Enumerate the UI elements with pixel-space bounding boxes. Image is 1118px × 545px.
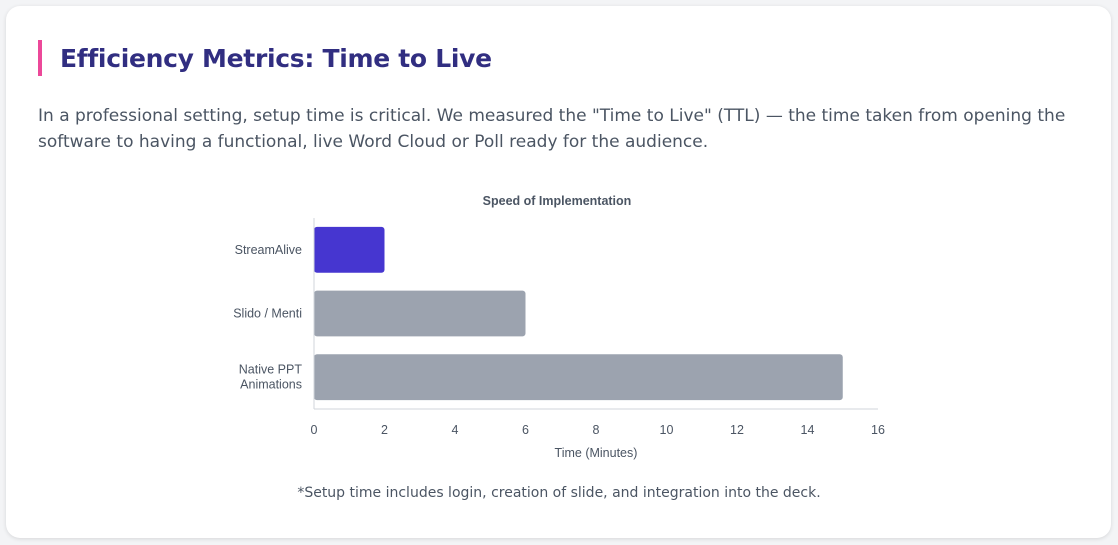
category-label: Native PPT Animations bbox=[239, 363, 303, 392]
bar bbox=[314, 290, 526, 337]
x-tick-label: 4 bbox=[452, 423, 459, 437]
x-tick-label: 6 bbox=[522, 423, 529, 437]
x-tick-label: 2 bbox=[381, 423, 388, 437]
footnote: *Setup time includes login, creation of … bbox=[297, 485, 821, 501]
x-tick-label: 10 bbox=[660, 423, 674, 437]
x-tick-label: 14 bbox=[801, 423, 815, 437]
section-title: Efficiency Metrics: Time to Live bbox=[60, 43, 492, 73]
x-tick-label: 16 bbox=[871, 423, 885, 437]
bar bbox=[314, 354, 843, 401]
category-label-line: Animations bbox=[240, 378, 302, 392]
x-tick-label: 0 bbox=[311, 423, 318, 437]
x-tick-label: 12 bbox=[730, 423, 744, 437]
metrics-card: Efficiency Metrics: Time to Live In a pr… bbox=[6, 6, 1111, 538]
intro-paragraph: In a professional setting, setup time is… bbox=[38, 106, 1066, 152]
x-axis-title: Time (Minutes) bbox=[555, 446, 638, 460]
category-label-line: StreamAlive bbox=[235, 243, 302, 257]
chart-title: Speed of Implementation bbox=[483, 194, 632, 208]
category-label: Slido / Menti bbox=[233, 307, 302, 321]
category-label-line: Slido / Menti bbox=[233, 307, 302, 321]
bar bbox=[314, 226, 385, 273]
category-label: StreamAlive bbox=[235, 243, 302, 257]
section-title-accent: Efficiency Metrics: Time to Live bbox=[38, 40, 492, 76]
x-tick-label: 8 bbox=[593, 423, 600, 437]
category-label-line: Native PPT bbox=[239, 363, 303, 377]
